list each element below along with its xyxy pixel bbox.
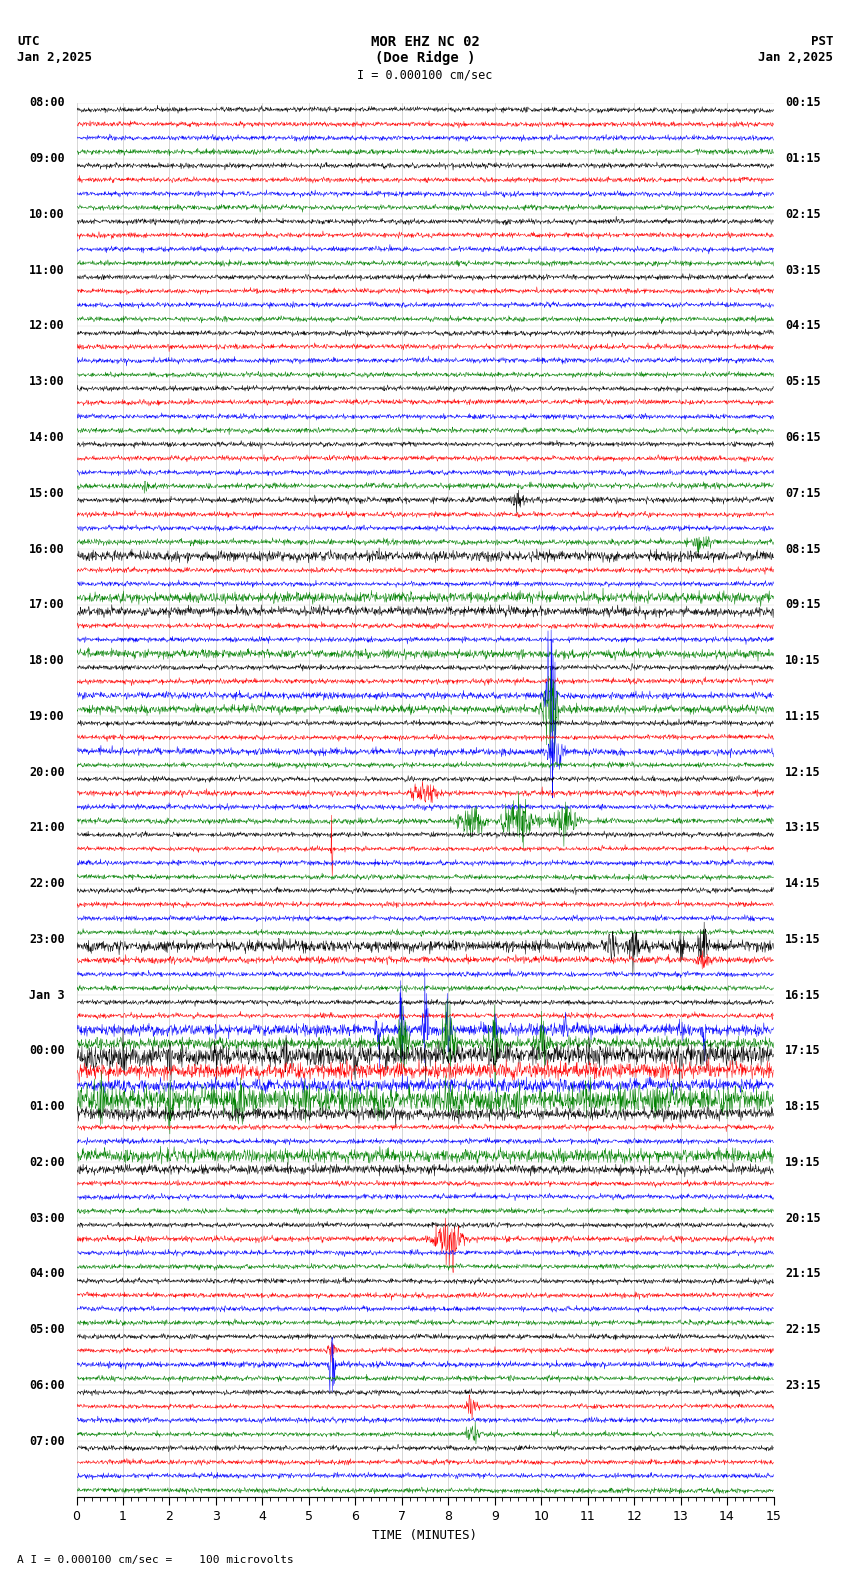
Text: 15:00: 15:00 [29,486,65,501]
Text: 23:15: 23:15 [785,1378,821,1392]
Text: 11:00: 11:00 [29,263,65,277]
Text: 14:00: 14:00 [29,431,65,444]
Text: 20:00: 20:00 [29,765,65,779]
X-axis label: TIME (MINUTES): TIME (MINUTES) [372,1529,478,1541]
Text: 01:00: 01:00 [29,1099,65,1114]
Text: 06:15: 06:15 [785,431,821,444]
Text: 12:15: 12:15 [785,765,821,779]
Text: 12:00: 12:00 [29,320,65,333]
Text: 02:15: 02:15 [785,208,821,222]
Text: 21:15: 21:15 [785,1267,821,1280]
Text: Jan 2,2025: Jan 2,2025 [17,51,92,63]
Text: 09:15: 09:15 [785,599,821,611]
Text: 04:15: 04:15 [785,320,821,333]
Text: 03:00: 03:00 [29,1212,65,1224]
Text: 08:15: 08:15 [785,542,821,556]
Text: 16:15: 16:15 [785,988,821,1001]
Text: Jan 2,2025: Jan 2,2025 [758,51,833,63]
Text: Jan 3: Jan 3 [29,988,65,1001]
Text: 01:15: 01:15 [785,152,821,165]
Text: (Doe Ridge ): (Doe Ridge ) [375,51,475,65]
Text: PST: PST [811,35,833,48]
Text: 09:00: 09:00 [29,152,65,165]
Text: 04:00: 04:00 [29,1267,65,1280]
Text: 22:15: 22:15 [785,1323,821,1337]
Text: 10:00: 10:00 [29,208,65,222]
Text: 05:15: 05:15 [785,375,821,388]
Text: 08:00: 08:00 [29,97,65,109]
Text: 21:00: 21:00 [29,821,65,835]
Text: 13:15: 13:15 [785,821,821,835]
Text: 17:00: 17:00 [29,599,65,611]
Text: 07:00: 07:00 [29,1435,65,1448]
Text: 14:15: 14:15 [785,878,821,890]
Text: 00:00: 00:00 [29,1044,65,1058]
Text: 11:15: 11:15 [785,710,821,722]
Text: 06:00: 06:00 [29,1378,65,1392]
Text: 17:15: 17:15 [785,1044,821,1058]
Text: 13:00: 13:00 [29,375,65,388]
Text: UTC: UTC [17,35,39,48]
Text: 07:15: 07:15 [785,486,821,501]
Text: 19:15: 19:15 [785,1156,821,1169]
Text: 15:15: 15:15 [785,933,821,946]
Text: 05:00: 05:00 [29,1323,65,1337]
Text: MOR EHZ NC 02: MOR EHZ NC 02 [371,35,479,49]
Text: 18:00: 18:00 [29,654,65,667]
Text: 18:15: 18:15 [785,1099,821,1114]
Text: 19:00: 19:00 [29,710,65,722]
Text: 23:00: 23:00 [29,933,65,946]
Text: 20:15: 20:15 [785,1212,821,1224]
Text: 02:00: 02:00 [29,1156,65,1169]
Text: 16:00: 16:00 [29,542,65,556]
Text: 00:15: 00:15 [785,97,821,109]
Text: 03:15: 03:15 [785,263,821,277]
Text: A I = 0.000100 cm/sec =    100 microvolts: A I = 0.000100 cm/sec = 100 microvolts [17,1555,294,1565]
Text: I = 0.000100 cm/sec: I = 0.000100 cm/sec [357,68,493,81]
Text: 22:00: 22:00 [29,878,65,890]
Text: 10:15: 10:15 [785,654,821,667]
